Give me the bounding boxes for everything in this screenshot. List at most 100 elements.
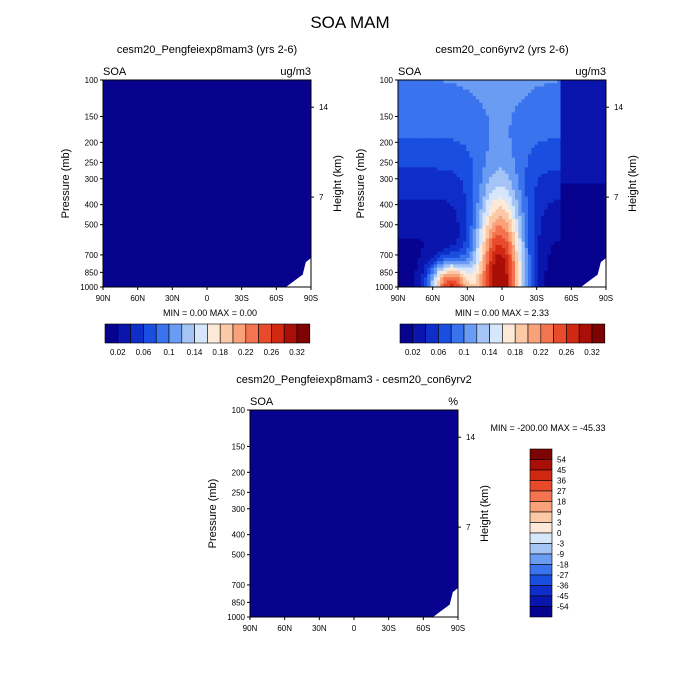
field-cell xyxy=(417,112,422,116)
field-cell xyxy=(427,157,431,162)
field-cell xyxy=(450,261,454,265)
field-cell xyxy=(404,209,409,214)
field-cell xyxy=(554,238,558,243)
field-cell xyxy=(528,209,532,214)
field-cell xyxy=(593,219,597,223)
field-cell xyxy=(411,92,415,97)
field-cell xyxy=(476,170,480,175)
field-cell xyxy=(417,206,422,210)
field-cell xyxy=(554,105,558,110)
field-cell xyxy=(531,209,535,214)
field-cell xyxy=(593,151,597,155)
field-cell xyxy=(411,141,415,146)
field-cell xyxy=(463,215,467,220)
field-cell xyxy=(599,206,604,210)
field-cell xyxy=(498,283,503,288)
field-cell xyxy=(420,264,425,268)
field-cell xyxy=(528,125,532,129)
field-cell xyxy=(593,173,597,178)
field-cell xyxy=(554,209,558,214)
field-cell xyxy=(427,193,431,197)
field-cell xyxy=(593,118,597,123)
field-cell xyxy=(547,80,552,84)
field-cell xyxy=(560,177,565,181)
field-cell xyxy=(524,241,529,246)
field-cell xyxy=(583,102,587,107)
field-cell xyxy=(479,160,483,165)
field-cell xyxy=(593,235,597,239)
field-cell xyxy=(456,83,461,87)
field-cell xyxy=(414,141,418,146)
field-cell xyxy=(443,183,448,188)
field-cell xyxy=(560,86,565,91)
field-cell xyxy=(596,151,600,155)
field-cell xyxy=(599,180,604,184)
field-cell xyxy=(466,232,470,236)
field-cell xyxy=(498,86,503,91)
field-cell xyxy=(554,86,558,91)
field-cell xyxy=(404,267,409,272)
field-cell xyxy=(599,241,604,246)
colorbar-swatch xyxy=(245,323,259,344)
field-cell xyxy=(511,270,516,275)
field-cell xyxy=(518,257,522,262)
field-cell xyxy=(550,151,555,155)
field-cell xyxy=(515,167,519,171)
field-cell xyxy=(511,283,516,288)
field-cell xyxy=(398,209,402,214)
field-cell xyxy=(430,267,435,272)
field-cell xyxy=(446,86,451,91)
field-cell xyxy=(450,219,454,223)
field-cell xyxy=(560,167,565,171)
field-cell xyxy=(407,251,412,256)
field-cell xyxy=(430,235,435,239)
field-cell xyxy=(518,274,522,278)
field-cell xyxy=(544,209,548,214)
field-cell xyxy=(576,248,581,252)
field-cell xyxy=(407,248,412,252)
field-cell xyxy=(398,173,402,178)
field-cell xyxy=(401,261,405,265)
field-cell xyxy=(557,196,561,201)
field-cell xyxy=(453,92,457,97)
field-cell xyxy=(557,264,561,268)
field-cell xyxy=(573,244,578,249)
field-cell xyxy=(563,86,568,91)
field-cell xyxy=(437,173,441,178)
field-cell xyxy=(398,257,402,262)
field-cell xyxy=(453,215,457,220)
field-cell xyxy=(459,206,464,210)
field-cell xyxy=(443,196,448,201)
field-cell xyxy=(573,144,578,149)
field-cell xyxy=(528,86,532,91)
field-cell xyxy=(427,209,431,214)
field-cell xyxy=(505,248,509,252)
field-cell xyxy=(401,270,405,275)
field-cell xyxy=(414,283,418,288)
colorbar-label: 45 xyxy=(557,466,566,475)
field-cell xyxy=(485,241,490,246)
field-cell xyxy=(440,102,444,107)
field-cell xyxy=(557,177,561,181)
field-cell xyxy=(524,219,529,223)
panel-units: % xyxy=(448,396,458,408)
field-cell xyxy=(596,86,600,91)
field-cell xyxy=(518,160,522,165)
field-cell xyxy=(502,180,506,184)
field-cell xyxy=(573,248,578,252)
field-cell xyxy=(420,202,425,207)
field-cell xyxy=(505,128,509,133)
field-cell xyxy=(570,277,574,281)
field-cell xyxy=(463,206,467,210)
field-cell xyxy=(557,193,561,197)
field-cell xyxy=(469,160,474,165)
y2-axis-label: Height (km) xyxy=(332,155,344,212)
field-cell xyxy=(427,251,431,256)
field-cell xyxy=(466,154,470,159)
y-tick-label: 500 xyxy=(232,551,246,560)
field-cell xyxy=(463,134,467,139)
field-cell xyxy=(446,228,451,233)
field-cell xyxy=(443,244,448,249)
field-cell xyxy=(420,180,425,184)
field-cell xyxy=(550,267,555,272)
